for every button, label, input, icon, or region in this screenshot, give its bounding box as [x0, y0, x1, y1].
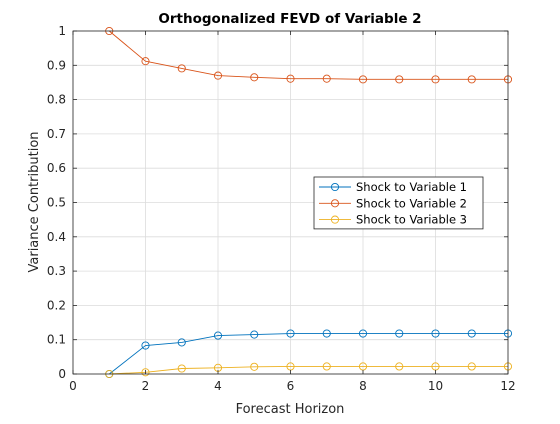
series-2-point	[467, 75, 476, 84]
legend-label-1: Shock to Variable 1	[356, 180, 467, 194]
legend-marker-2	[330, 199, 340, 208]
x-tick-label: 4	[214, 379, 222, 393]
series-2-point	[286, 74, 295, 83]
y-tick-label: 0.8	[47, 93, 66, 107]
y-tick-label: 1	[58, 24, 66, 38]
series-3-point	[395, 362, 404, 371]
series-1-point	[213, 331, 223, 340]
series-1-point	[177, 338, 186, 347]
series-2-point	[395, 75, 404, 84]
series-3-point	[322, 362, 331, 371]
series-3-point	[467, 362, 476, 371]
series-2-point	[358, 75, 368, 84]
legend-marker-3	[330, 215, 340, 224]
y-tick-label: 0.6	[47, 161, 66, 175]
legend-label-3: Shock to Variable 3	[356, 213, 467, 227]
x-tick-label: 10	[428, 379, 443, 393]
x-tick-label: 6	[287, 379, 295, 393]
axis-ticks: 0 2 4 6 8 10 12 0 0.1 0.2 0.3 0.4 0.5 0.6 0.7 0.8 0.9 1	[47, 24, 516, 393]
x-tick-label: 8	[359, 379, 367, 393]
y-tick-label: 0.4	[47, 230, 66, 244]
series-1-point	[431, 329, 440, 338]
series-1-point	[250, 330, 259, 339]
y-tick-label: 0.2	[47, 298, 66, 312]
series-2-point	[250, 73, 259, 82]
y-tick-label: 0.5	[47, 196, 66, 210]
chart-title: Orthogonalized FEVD of Variable 2	[158, 11, 421, 27]
series-3-point	[141, 368, 150, 377]
series-line-1	[108, 333, 508, 375]
y-tick-label: 0	[58, 367, 66, 381]
x-tick-label: 2	[142, 379, 150, 393]
legend-label-2: Shock to Variable 2	[356, 196, 467, 210]
series-3-point	[250, 362, 259, 371]
series-line-3	[109, 366, 508, 375]
series-1-point	[467, 329, 476, 338]
y-tick-label: 0.9	[47, 58, 66, 72]
y-tick-label: 0.3	[47, 264, 66, 278]
series-1-point	[395, 329, 404, 338]
series-1-point	[141, 341, 150, 350]
series-2-point	[213, 71, 223, 80]
x-tick-label: 0	[69, 379, 77, 393]
series-2-point	[322, 74, 331, 83]
series-3-point	[177, 364, 186, 373]
y-tick-label: 0.7	[47, 127, 66, 141]
x-tick-label: 12	[500, 379, 515, 393]
series-line-2	[108, 30, 508, 80]
y-axis-label: Variance Contribution	[27, 131, 42, 272]
series-1-point	[286, 329, 295, 338]
series-2-point	[431, 75, 440, 84]
series-2-point	[141, 57, 150, 66]
series-1-point	[322, 329, 331, 338]
y-tick-label: 0.1	[47, 333, 66, 347]
series-1-point	[358, 329, 368, 338]
x-axis-label: Forecast Horizon	[236, 402, 345, 417]
legend: Shock to Variable 1 Shock to Variable 2 Sh…	[313, 176, 484, 230]
legend-marker-1	[330, 182, 340, 192]
series-2-point	[177, 64, 186, 73]
